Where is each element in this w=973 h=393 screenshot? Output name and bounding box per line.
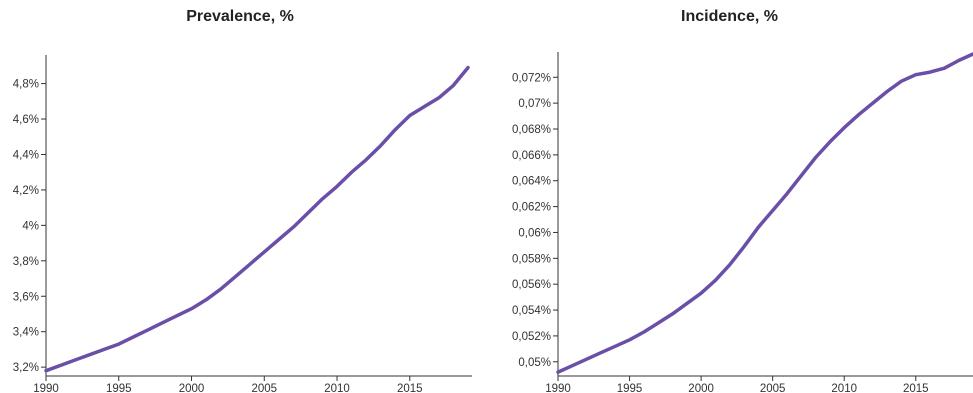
y-tick-label: 0,058%	[512, 253, 551, 265]
y-tick-label: 0,06%	[518, 227, 551, 239]
x-tick-label: 1995	[617, 383, 643, 393]
y-tick-label: 3,4%	[13, 327, 39, 339]
y-tick-label: 4,4%	[13, 149, 39, 161]
x-tick-label: 1990	[33, 383, 59, 393]
x-tick-label: 2000	[688, 383, 714, 393]
x-tick-label: 2010	[831, 383, 857, 393]
x-tick-label: 1990	[545, 383, 571, 393]
chart-title: Incidence, %	[681, 8, 778, 25]
x-tick-label: 1995	[106, 383, 132, 393]
y-tick-label: 0,052%	[512, 331, 551, 343]
x-tick-label: 2005	[760, 383, 786, 393]
y-tick-label: 0,07%	[518, 98, 551, 110]
y-tick-label: 3,8%	[13, 256, 39, 268]
y-tick-label: 0,064%	[512, 176, 551, 188]
x-tick-label: 2015	[903, 383, 929, 393]
y-tick-label: 0,068%	[512, 124, 551, 136]
prevalence-chart: Prevalence, % 3,2% 3,4% 3,6% 3,8% 4% 4,2% 4,4%…	[0, 0, 480, 393]
prevalence-plot: 3,2% 3,4% 3,6% 3,8% 4% 4,2% 4,4% 4,6% 4,8% 1990 19…	[13, 55, 472, 393]
x-tick-label: 2015	[397, 383, 423, 393]
series-line	[556, 52, 973, 374]
chart-title: Prevalence, %	[186, 8, 294, 25]
y-tick-label: 4,2%	[13, 185, 39, 197]
incidence-plot: 0,05% 0,052% 0,054% 0,056% 0,058% 0,06% 0,062%…	[512, 52, 973, 393]
x-tick-label: 2010	[324, 383, 350, 393]
y-tick-label: 0,054%	[512, 305, 551, 317]
y-tick-label: 4,6%	[13, 114, 39, 126]
y-tick-label: 0,072%	[512, 72, 551, 84]
y-tick-label: 0,05%	[518, 357, 551, 369]
y-tick-label: 0,056%	[512, 279, 551, 291]
y-tick-label: 0,062%	[512, 202, 551, 214]
y-tick-label: 3,6%	[13, 291, 39, 303]
x-tick-label: 2005	[251, 383, 277, 393]
y-tick-label: 3,2%	[13, 362, 39, 374]
y-tick-label: 4%	[22, 220, 39, 232]
incidence-chart: Incidence, % 0,05% 0,052% 0,054% 0,056% 0,05…	[486, 0, 973, 393]
y-tick-label: 4,8%	[13, 79, 39, 91]
x-tick-label: 2000	[179, 383, 205, 393]
series-line	[44, 65, 470, 373]
y-tick-label: 0,066%	[512, 150, 551, 162]
